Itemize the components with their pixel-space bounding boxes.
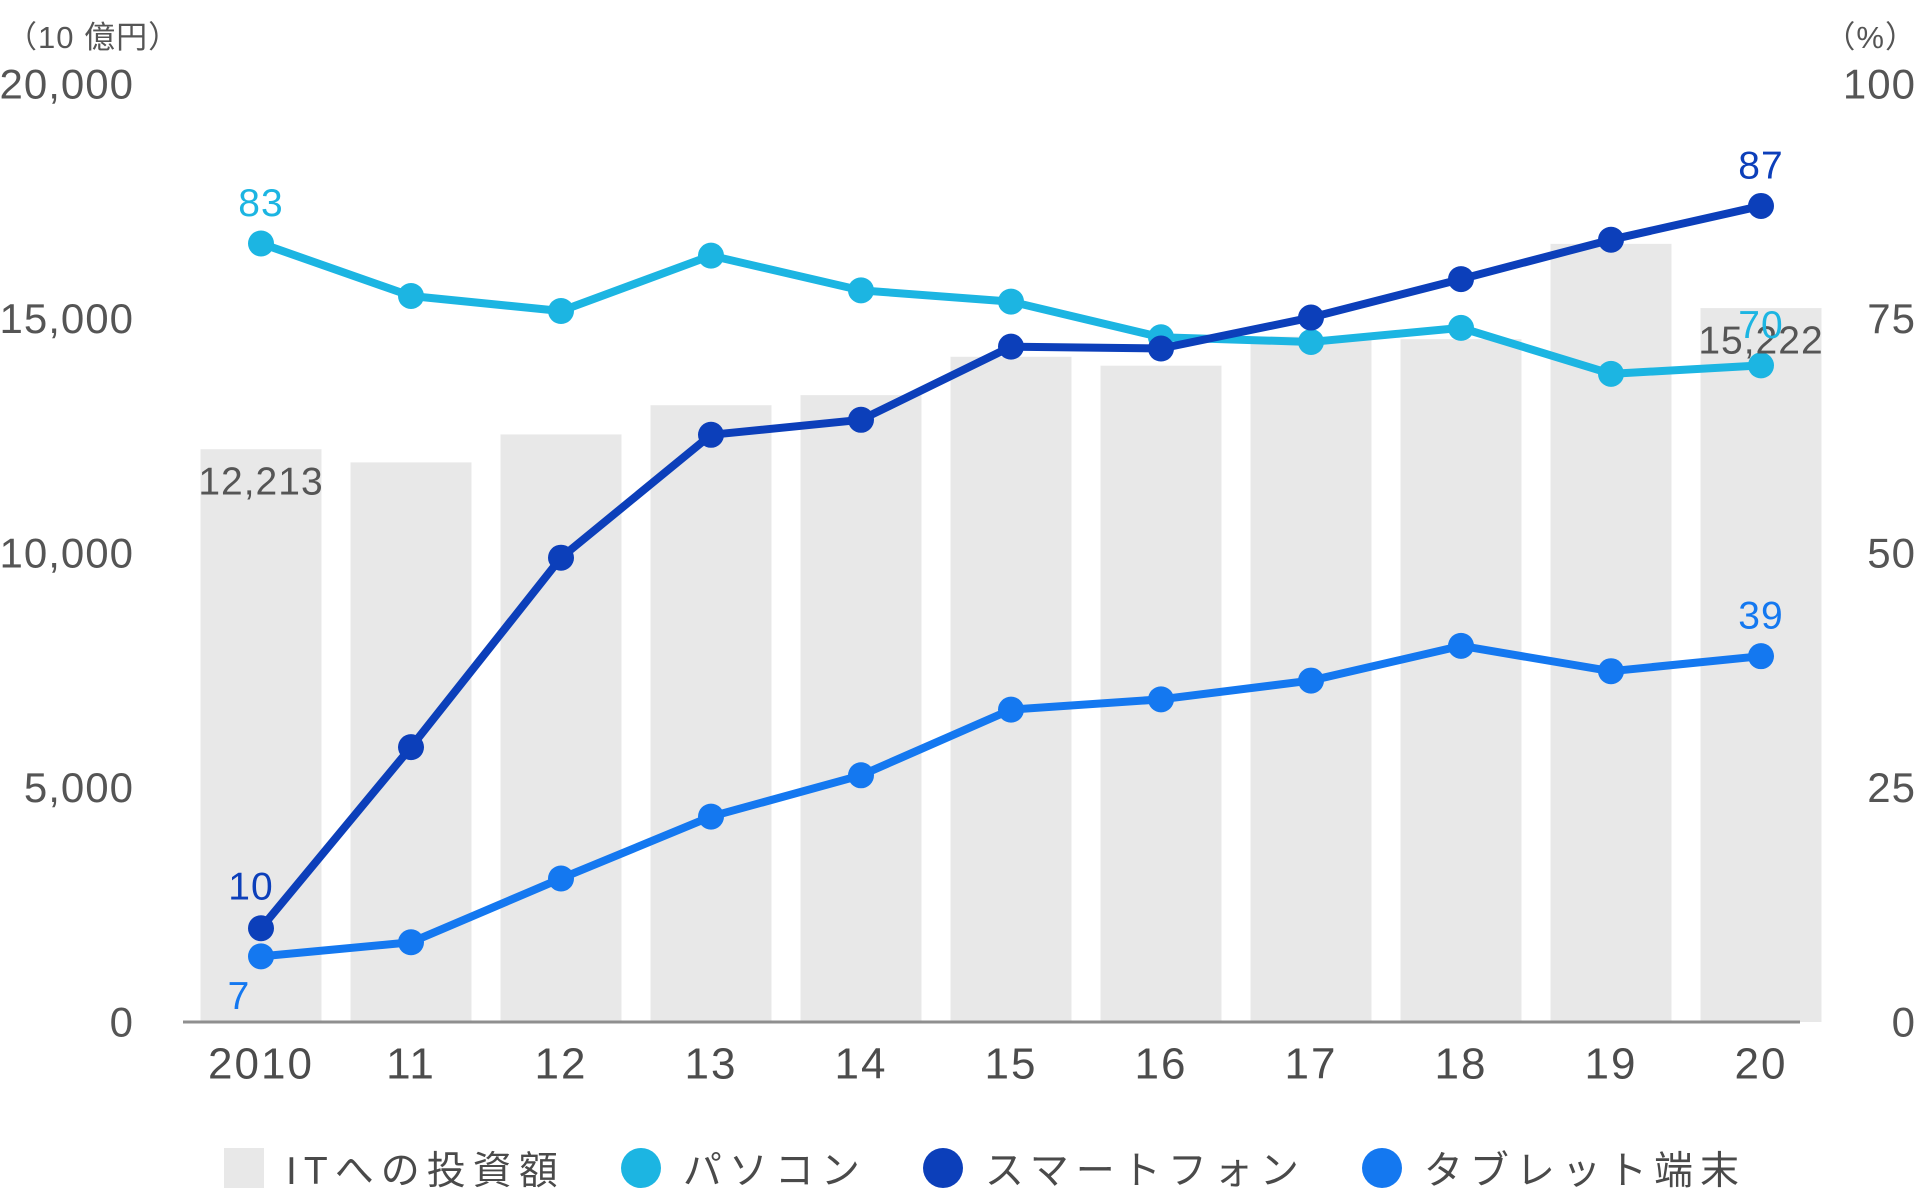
- x-axis-tick-label: 17: [1285, 1040, 1338, 1089]
- legend-circle-swatch: [620, 1148, 661, 1188]
- pc-point: [1448, 314, 1474, 341]
- pc-point: [248, 230, 274, 257]
- chart-legend: ITへの投資額 パソコン スマートフォン タブレット端末: [224, 1140, 1746, 1196]
- right-axis-tick-label: 0: [1892, 999, 1916, 1046]
- x-axis-tick-label: 12: [535, 1040, 588, 1089]
- smartphone-point: [1598, 226, 1624, 253]
- smartphone-point: [998, 333, 1024, 360]
- smartphone-point: [848, 406, 874, 433]
- legend-item: パソコン: [620, 1140, 867, 1196]
- tablet-point: [548, 865, 574, 892]
- pc-point: [698, 242, 724, 269]
- smartphone-point: [398, 734, 424, 761]
- right-axis-tick-label: 50: [1867, 530, 1916, 577]
- data-label: 87: [1738, 144, 1783, 187]
- legend-circle-swatch: [922, 1148, 963, 1188]
- legend-label: ITへの投資額: [286, 1150, 565, 1193]
- tablet-point: [398, 929, 424, 956]
- left-axis-tick-label: 20,000: [0, 61, 134, 108]
- smartphone-point: [548, 544, 574, 571]
- left-axis-tick-label: 10,000: [0, 530, 134, 577]
- tablet-point: [1448, 632, 1474, 659]
- smartphone-point: [698, 421, 724, 448]
- right-axis-tick-label: 100: [1843, 61, 1916, 108]
- tablet-point: [248, 943, 274, 970]
- right-axis-tick-label: 25: [1867, 764, 1916, 811]
- x-axis-tick-label: 14: [835, 1040, 888, 1089]
- data-label: 70: [1738, 304, 1783, 347]
- tablet-point: [1598, 658, 1624, 685]
- right-axis-tick-label: 75: [1867, 295, 1916, 342]
- tablet-point: [848, 762, 874, 789]
- legend-circle-swatch: [1361, 1148, 1402, 1188]
- legend-square-swatch: [224, 1148, 264, 1188]
- x-axis-tick-label: 20: [1735, 1040, 1788, 1089]
- data-label: 10: [228, 866, 273, 909]
- pc-point: [1298, 328, 1324, 355]
- x-axis-tick-label: 13: [685, 1040, 738, 1089]
- left-axis-unit: （10 億円）: [6, 20, 181, 55]
- investment-bar: [950, 356, 1072, 1022]
- pc-point: [398, 282, 424, 309]
- pc-point: [848, 277, 874, 304]
- pc-point: [1748, 352, 1774, 379]
- legend-label: スマートフォン: [984, 1150, 1306, 1193]
- x-axis-tick-label: 2010: [208, 1040, 314, 1089]
- data-label: 15,222: [1698, 320, 1823, 363]
- pc-point: [548, 297, 574, 324]
- tablet-point: [998, 696, 1024, 723]
- investment-bar: [1400, 339, 1522, 1023]
- left-axis-tick-label: 0: [110, 999, 134, 1046]
- data-label: 83: [238, 182, 283, 225]
- legend-item: ITへの投資額: [224, 1140, 565, 1196]
- investment-bar: [800, 395, 922, 1022]
- smartphone-point: [248, 915, 274, 942]
- left-axis-tick-label: 5,000: [24, 764, 134, 811]
- legend-label: タブレット端末: [1423, 1150, 1747, 1193]
- tablet-point: [1148, 686, 1174, 713]
- tablet-point: [1748, 643, 1774, 670]
- smartphone-point: [1448, 266, 1474, 293]
- data-label: 7: [228, 975, 251, 1018]
- data-label: 39: [1738, 595, 1783, 638]
- right-axis-unit: （%）: [1824, 20, 1917, 55]
- left-axis-tick-label: 15,000: [0, 295, 134, 342]
- legend-label: パソコン: [682, 1150, 867, 1193]
- pc-point: [1598, 360, 1624, 387]
- x-axis-tick-label: 15: [985, 1040, 1038, 1089]
- legend-item: タブレット端末: [1361, 1140, 1747, 1196]
- legend-item: スマートフォン: [922, 1140, 1306, 1196]
- tablet-point: [698, 803, 724, 830]
- smartphone-point: [1748, 192, 1774, 219]
- x-axis-tick-label: 18: [1435, 1040, 1488, 1089]
- x-axis-tick-label: 11: [386, 1040, 436, 1089]
- data-label: 12,213: [198, 461, 323, 504]
- smartphone-point: [1148, 335, 1174, 362]
- investment-bar: [650, 405, 772, 1022]
- x-axis-tick-label: 16: [1135, 1040, 1188, 1089]
- tablet-point: [1298, 667, 1324, 694]
- pc-point: [998, 288, 1024, 315]
- investment-bar: [500, 434, 622, 1023]
- smartphone-point: [1298, 304, 1324, 331]
- x-axis-tick-label: 19: [1585, 1040, 1638, 1089]
